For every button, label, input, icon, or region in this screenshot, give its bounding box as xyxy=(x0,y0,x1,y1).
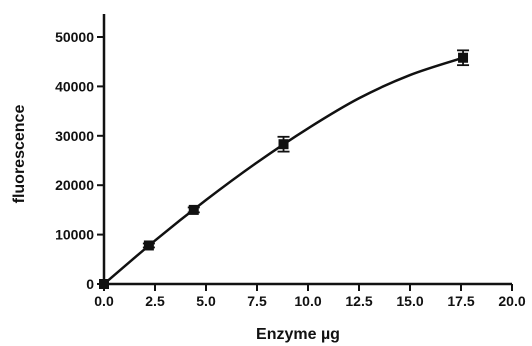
data-point xyxy=(458,53,468,63)
y-tick-label: 40000 xyxy=(55,78,94,94)
y-tick-label: 10000 xyxy=(55,227,94,243)
x-tick-label: 5.0 xyxy=(196,293,216,309)
x-tick-label: 15.0 xyxy=(396,293,423,309)
y-ticks: 0 10000 20000 30000 40000 50000 xyxy=(55,29,104,292)
data-point xyxy=(144,240,154,250)
x-tick-label: 0.0 xyxy=(94,293,114,309)
data-point xyxy=(99,279,109,289)
fit-curve xyxy=(104,58,463,284)
y-tick-label: 0 xyxy=(86,276,94,292)
x-tick-label: 17.5 xyxy=(447,293,474,309)
y-tick-label: 30000 xyxy=(55,128,94,144)
axes xyxy=(104,14,512,284)
data-point xyxy=(189,205,199,215)
y-tick-label: 20000 xyxy=(55,177,94,193)
y-axis-title: fluorescence xyxy=(11,105,28,204)
x-axis-title: Enzyme µg xyxy=(256,326,340,343)
x-tick-label: 20.0 xyxy=(498,293,525,309)
x-tick-label: 2.5 xyxy=(145,293,165,309)
x-tick-label: 12.5 xyxy=(345,293,372,309)
y-tick-label: 50000 xyxy=(55,29,94,45)
x-tick-label: 7.5 xyxy=(247,293,267,309)
x-ticks: 0.0 2.5 5.0 7.5 10.0 12.5 15.0 17.5 20.0 xyxy=(94,284,526,309)
data-points xyxy=(99,50,469,289)
x-tick-label: 10.0 xyxy=(294,293,321,309)
data-point xyxy=(279,139,289,149)
